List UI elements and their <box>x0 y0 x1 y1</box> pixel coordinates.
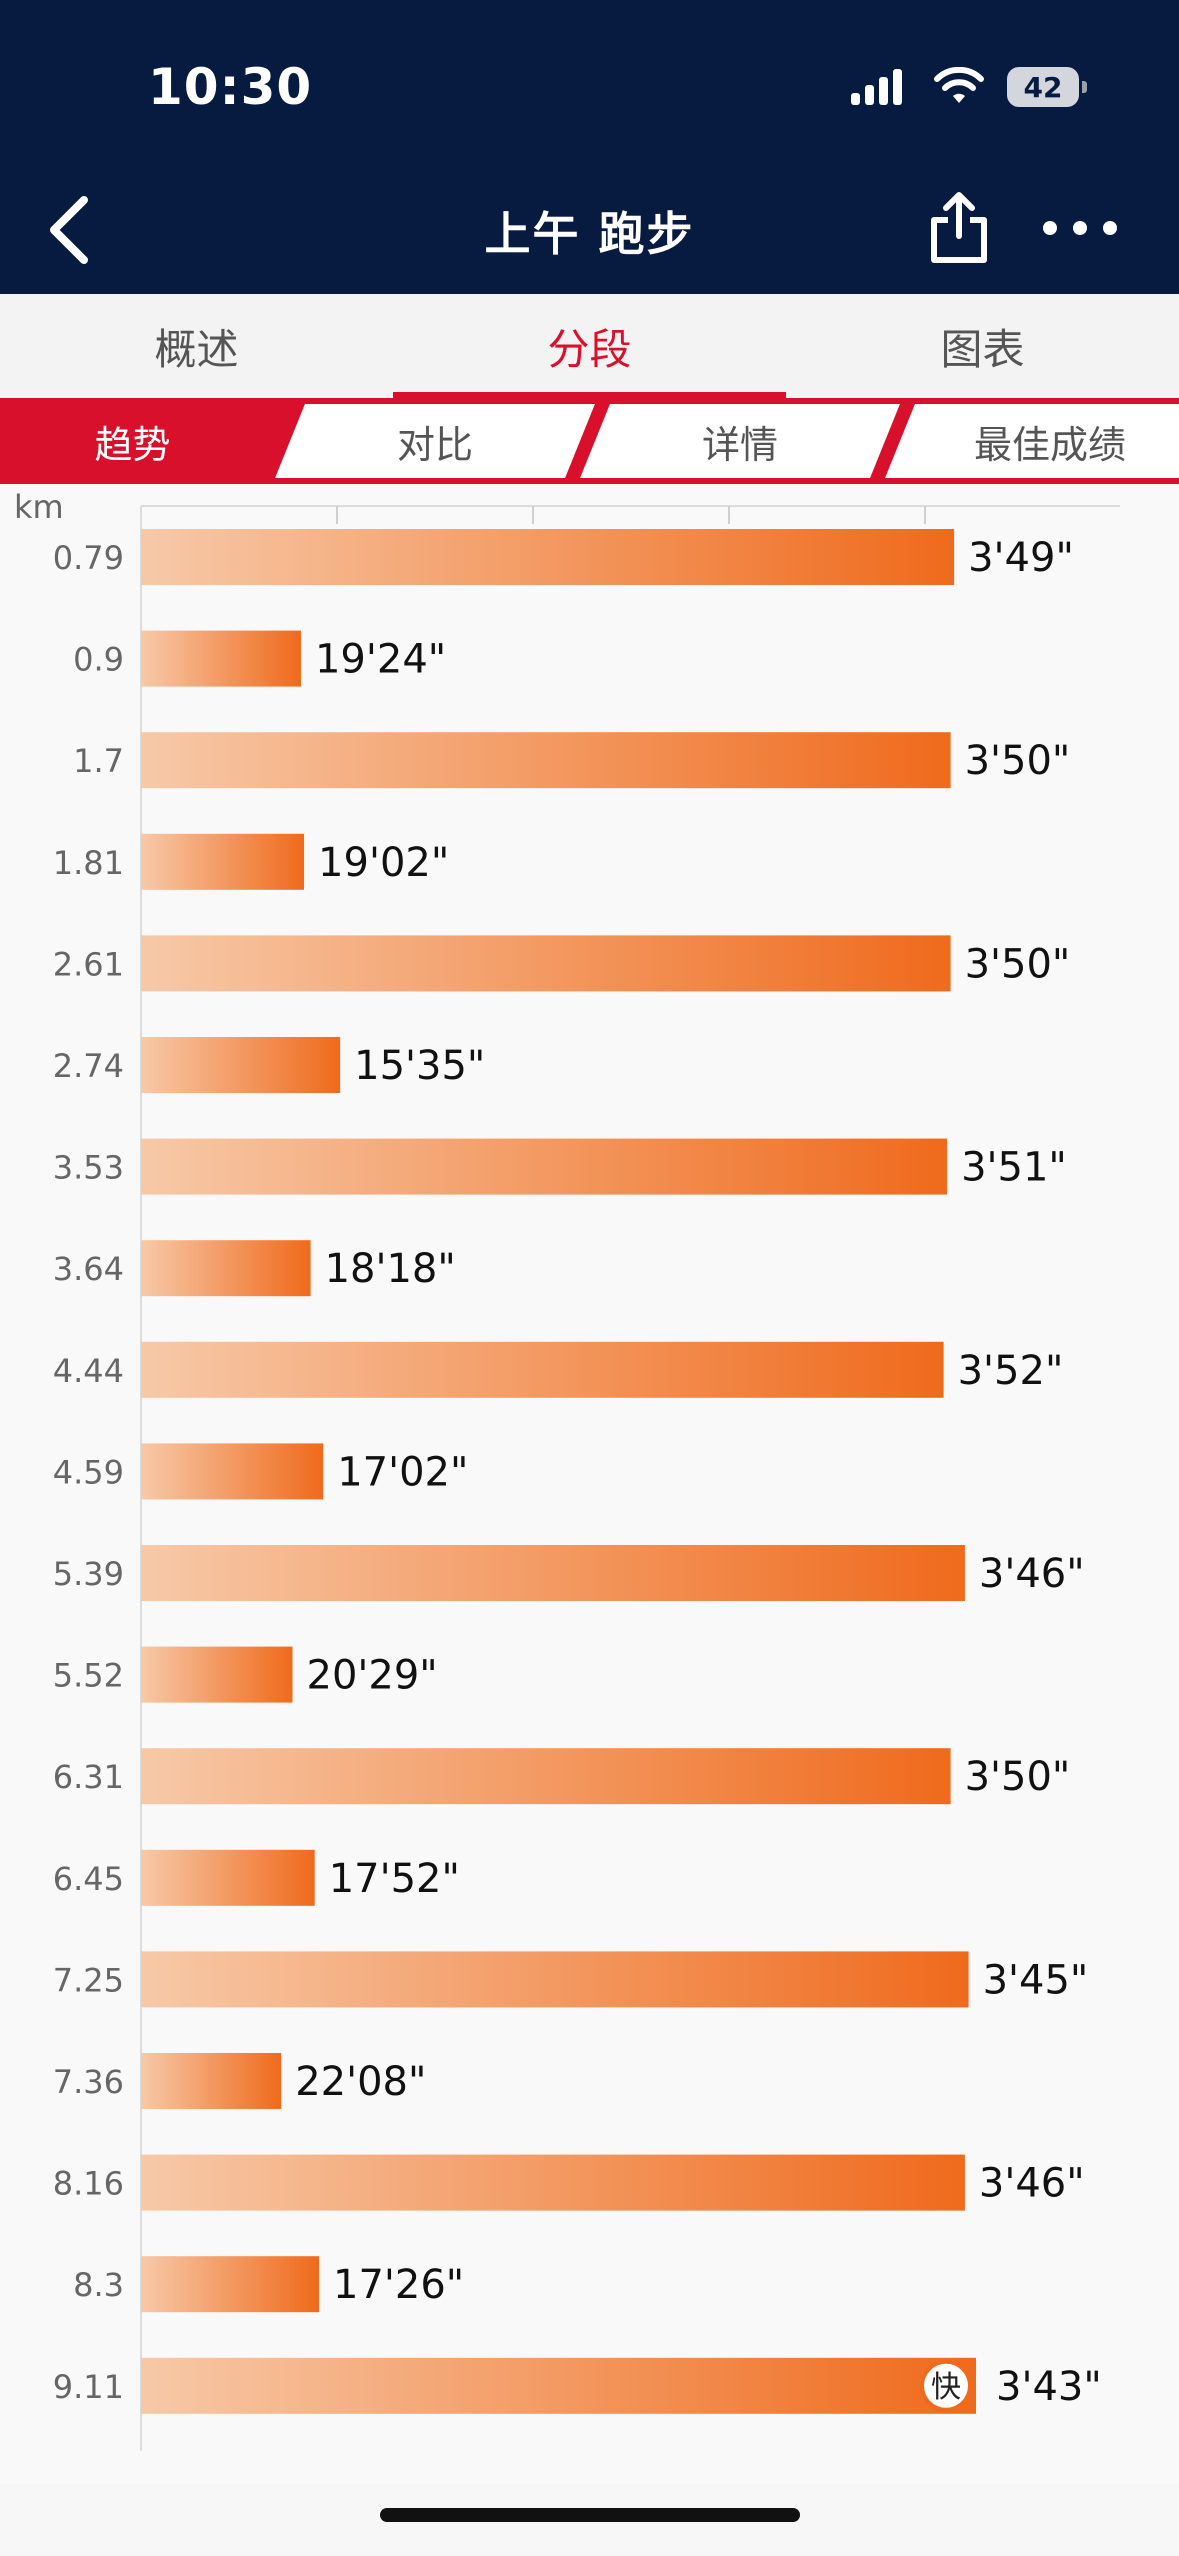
data-label: 3'45" <box>983 1957 1089 2003</box>
data-label: 3'49" <box>968 535 1074 581</box>
y-tick-label: 3.53 <box>53 1149 124 1187</box>
status-icons: 42 <box>849 62 1087 112</box>
y-tick-label: 3.64 <box>53 1250 124 1288</box>
bar <box>141 1240 311 1297</box>
home-indicator[interactable] <box>380 2508 800 2522</box>
bar <box>141 2256 320 2313</box>
bar <box>141 1341 944 1398</box>
more-icon[interactable] <box>1040 206 1120 250</box>
pace-chart-svg: km 0.79 3'49" 0.9 19'24" 1.7 3'50" 1.81 19'02" 2… <box>14 488 1120 2451</box>
bar <box>141 732 951 789</box>
bar <box>141 1443 324 1500</box>
data-label: 17'26" <box>333 2262 464 2308</box>
bar <box>141 1545 965 1601</box>
fastest-badge-label: 快 <box>931 2370 961 2405</box>
y-tick-label: 5.52 <box>53 1657 124 1695</box>
tab-overview[interactable]: 概述 <box>154 324 239 374</box>
y-axis-label: km <box>14 488 64 526</box>
bar <box>141 833 305 890</box>
data-label: 3'50" <box>965 941 1071 987</box>
y-tick-label: 9.11 <box>53 2368 124 2406</box>
bar <box>141 1646 293 1703</box>
bar <box>141 529 955 585</box>
header: 10:30 42 上午 跑步 <box>0 0 1179 294</box>
y-tick-label: 2.61 <box>53 945 124 983</box>
subtab-details[interactable]: 详情 <box>701 422 778 467</box>
y-tick-label: 7.36 <box>53 2063 124 2101</box>
battery-icon: 42 <box>1007 67 1087 107</box>
status-time: 10:30 <box>148 58 313 116</box>
y-tick-label: 4.44 <box>53 1352 124 1390</box>
data-label: 17'52" <box>329 1856 460 1902</box>
signal-icon <box>851 69 902 105</box>
y-tick-label: 6.31 <box>53 1758 124 1796</box>
bar <box>141 630 301 687</box>
bar <box>141 1037 341 1093</box>
data-label: 3'50" <box>965 1754 1071 1800</box>
fastest-badge <box>920 2359 972 2412</box>
data-label: 3'46" <box>979 2161 1085 2207</box>
data-label: 3'50" <box>965 738 1071 784</box>
y-tick-label: 7.25 <box>53 1961 124 1999</box>
subtab-best-results[interactable]: 最佳成绩 <box>973 422 1126 467</box>
main-tabs: 概述 分段 图表 <box>0 294 1179 398</box>
back-icon[interactable] <box>40 190 100 270</box>
y-tick-label: 2.74 <box>53 1047 124 1085</box>
y-tick-label: 4.59 <box>53 1453 124 1491</box>
data-label: 17'02" <box>337 1449 468 1495</box>
y-tick-label: 8.16 <box>53 2165 124 2203</box>
subtab-compare[interactable]: 对比 <box>396 422 473 467</box>
data-label: 3'52" <box>958 1348 1064 1394</box>
bar <box>141 2154 965 2211</box>
data-label: 3'43" <box>996 2364 1102 2410</box>
data-label: 18'18" <box>325 1246 456 1292</box>
bar <box>141 2357 976 2414</box>
data-label: 3'51" <box>961 1145 1067 1191</box>
y-tick-label: 6.45 <box>53 1860 124 1898</box>
data-label: 3'46" <box>979 1551 1085 1597</box>
share-icon[interactable] <box>928 190 990 266</box>
y-tick-label: 1.7 <box>73 742 124 780</box>
subtab-trend[interactable]: 趋势 <box>94 422 171 467</box>
tab-charts[interactable]: 图表 <box>940 324 1025 374</box>
bar <box>141 1951 969 2008</box>
sub-tabs: 趋势 对比 详情 最佳成绩 <box>0 398 1179 484</box>
bar <box>141 935 951 992</box>
wifi-icon <box>934 67 984 103</box>
y-tick-label: 8.3 <box>73 2266 124 2304</box>
y-tick-label: 1.81 <box>53 844 124 882</box>
data-label: 20'29" <box>307 1653 438 1699</box>
data-label: 15'35" <box>354 1043 485 1089</box>
tab-segments[interactable]: 分段 <box>393 294 786 398</box>
page-title: 上午 跑步 <box>484 207 695 261</box>
bar <box>141 1748 951 1805</box>
y-tick-label: 0.79 <box>53 539 124 577</box>
y-tick-label: 0.9 <box>73 641 124 679</box>
bar <box>141 1138 948 1195</box>
bar <box>141 2053 282 2109</box>
pace-chart: km 0.79 3'49" 0.9 19'24" 1.7 3'50" 1.81 19'02" 2… <box>0 484 1179 2484</box>
data-label: 19'02" <box>318 840 449 886</box>
data-label: 19'24" <box>315 637 446 683</box>
bar <box>141 1849 315 1906</box>
data-label: 22'08" <box>295 2059 426 2105</box>
y-tick-label: 5.39 <box>53 1555 124 1593</box>
